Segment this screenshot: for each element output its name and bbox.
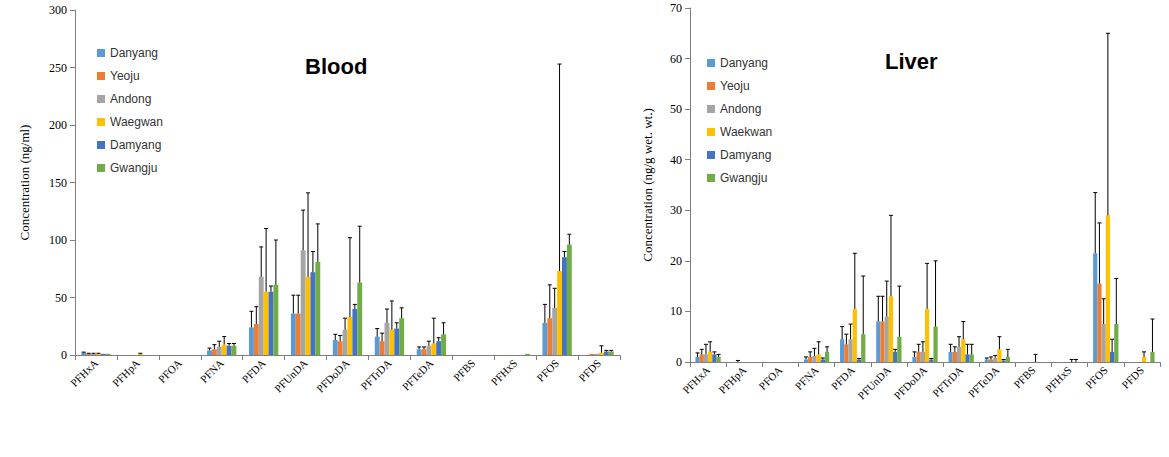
- svg-text:PFOS: PFOS: [534, 357, 561, 384]
- svg-text:60: 60: [670, 52, 682, 66]
- svg-text:50: 50: [55, 291, 67, 305]
- svg-text:200: 200: [49, 118, 67, 132]
- svg-text:PFDA: PFDA: [829, 364, 857, 392]
- svg-text:Yeoju: Yeoju: [720, 79, 750, 93]
- svg-text:100: 100: [49, 233, 67, 247]
- svg-text:50: 50: [670, 102, 682, 116]
- svg-text:PFTeDA: PFTeDA: [966, 364, 1002, 400]
- svg-text:Waegwan: Waegwan: [110, 115, 163, 129]
- svg-text:PFHxS: PFHxS: [488, 357, 519, 388]
- svg-text:PFDoDA: PFDoDA: [314, 357, 352, 395]
- svg-text:PFUnDA: PFUnDA: [855, 364, 893, 402]
- svg-text:PFTeDA: PFTeDA: [400, 357, 436, 393]
- svg-text:PFOA: PFOA: [756, 364, 784, 392]
- svg-text:PFHpA: PFHpA: [716, 364, 748, 396]
- svg-text:PFDA: PFDA: [240, 357, 268, 385]
- svg-text:PFHxS: PFHxS: [1043, 364, 1074, 395]
- svg-text:PFHxA: PFHxA: [68, 357, 100, 389]
- svg-text:PFHpA: PFHpA: [110, 357, 142, 389]
- svg-text:PFNA: PFNA: [792, 364, 820, 392]
- svg-text:Andong: Andong: [720, 102, 761, 116]
- svg-text:Andong: Andong: [110, 92, 151, 106]
- svg-text:PFOS: PFOS: [1083, 364, 1110, 391]
- svg-text:0: 0: [61, 348, 67, 362]
- svg-text:Gwangju: Gwangju: [720, 171, 767, 185]
- svg-text:PFDS: PFDS: [1119, 364, 1146, 391]
- svg-text:Danyang: Danyang: [720, 56, 768, 70]
- svg-text:Waekwan: Waekwan: [720, 125, 772, 139]
- svg-text:Damyang: Damyang: [110, 138, 161, 152]
- svg-text:PFNA: PFNA: [198, 357, 226, 385]
- svg-text:PFBS: PFBS: [1011, 364, 1038, 391]
- svg-text:PFTrDA: PFTrDA: [930, 364, 965, 399]
- svg-text:Liver: Liver: [885, 49, 938, 74]
- svg-text:30: 30: [670, 203, 682, 217]
- svg-text:PFDS: PFDS: [576, 357, 603, 384]
- svg-text:Concentration (ng/ml): Concentration (ng/ml): [17, 125, 32, 241]
- svg-text:Damyang: Damyang: [720, 148, 771, 162]
- svg-text:250: 250: [49, 61, 67, 75]
- svg-text:Danyang: Danyang: [110, 46, 158, 60]
- svg-text:70: 70: [670, 1, 682, 15]
- svg-text:Gwangju: Gwangju: [110, 161, 157, 175]
- svg-text:PFBS: PFBS: [451, 357, 478, 384]
- svg-text:PFUnDA: PFUnDA: [272, 357, 310, 395]
- svg-text:0: 0: [676, 355, 682, 369]
- svg-text:150: 150: [49, 176, 67, 190]
- svg-text:40: 40: [670, 153, 682, 167]
- svg-text:PFHxA: PFHxA: [680, 364, 712, 396]
- svg-text:PFOA: PFOA: [156, 357, 184, 385]
- svg-text:PFTrDA: PFTrDA: [358, 357, 393, 392]
- svg-text:Blood: Blood: [305, 54, 367, 79]
- svg-text:Yeoju: Yeoju: [110, 69, 140, 83]
- svg-text:Concentration (ng/g wet. wt.): Concentration (ng/g wet. wt.): [640, 108, 655, 261]
- svg-text:PFDoDA: PFDoDA: [891, 364, 929, 402]
- svg-text:20: 20: [670, 254, 682, 268]
- svg-text:10: 10: [670, 304, 682, 318]
- svg-text:300: 300: [49, 3, 67, 17]
